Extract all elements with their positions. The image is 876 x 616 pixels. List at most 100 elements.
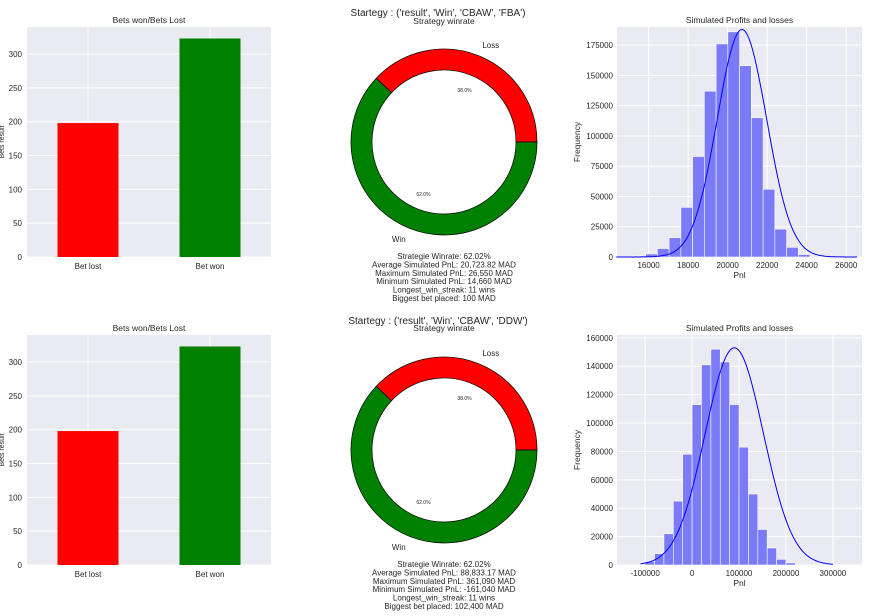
- bar-bet-won: [179, 38, 241, 257]
- bar-bet-won: [179, 346, 241, 565]
- pie-stat-line: Maximum Simulated PnL: 26,550 MAD: [375, 269, 513, 278]
- hist-bin: [748, 493, 759, 566]
- hist-x-tick-label: 16000: [637, 261, 660, 270]
- bar-y-tick-label: 150: [9, 460, 23, 469]
- hist-bin: [738, 446, 749, 566]
- hist-y-tick-label: 0: [609, 253, 614, 262]
- pie-stat-line: Minimum Simulated PnL: 14,660 MAD: [376, 277, 512, 286]
- pie-pct-label: 62.0%: [416, 500, 431, 506]
- pie-label-loss: Loss: [482, 41, 499, 50]
- hist-y-tick-label: 125000: [586, 102, 613, 111]
- pie-chart-title: Strategy winrate: [413, 323, 475, 333]
- bar-y-tick-label: 300: [9, 50, 23, 59]
- hist-x-tick-label: -100000: [630, 569, 660, 578]
- hist-x-tick-label: 200000: [773, 569, 800, 578]
- pie-stat-line: Biggest bet placed: 102,400 MAD: [384, 602, 503, 611]
- hist-y-tick-label: 100000: [586, 132, 613, 141]
- bar-y-axis-label: Bets result: [0, 125, 6, 158]
- hist-x-tick-label: 22000: [756, 261, 779, 270]
- bar-bet-lost: [57, 431, 119, 565]
- hist-bin: [710, 348, 721, 566]
- hist-bin: [776, 559, 787, 566]
- hist-y-tick-label: 120000: [586, 391, 613, 400]
- hist-bin: [719, 361, 730, 566]
- hist-chart-title: Simulated Profits and losses: [686, 323, 793, 333]
- hist-x-tick-label: 100000: [726, 569, 753, 578]
- hist-y-tick-label: 160000: [586, 334, 613, 343]
- pie-pct-label: 38.0%: [457, 396, 472, 402]
- hist-y-tick-label: 20000: [591, 533, 614, 542]
- bar-y-tick-label: 100: [9, 185, 23, 194]
- bar-y-tick-label: 0: [18, 253, 23, 262]
- strategy-row-2: Startegy : ('result', 'Win', 'CBAW', 'DD…: [0, 316, 862, 611]
- hist-bin: [766, 547, 777, 566]
- pie-stat-line: Biggest bet placed: 100 MAD: [392, 294, 496, 303]
- bar-y-tick-label: 250: [9, 392, 23, 401]
- hist-bin: [701, 364, 712, 566]
- hist-y-axis-label: Frequency: [572, 121, 582, 162]
- hist-bin: [798, 254, 811, 258]
- bar-y-tick-label: 300: [9, 358, 23, 367]
- hist-y-tick-label: 25000: [591, 223, 614, 232]
- pie-stat-line: Average Simulated PnL: 88,833.17 MAD: [372, 568, 516, 577]
- hist-bin: [739, 65, 752, 258]
- pie-stat-line: Strategie Winrate: 62.02%: [397, 560, 490, 569]
- hist-y-axis-label: Frequency: [572, 429, 582, 470]
- hist-x-tick-label: 24000: [796, 261, 819, 270]
- hist-y-tick-label: 175000: [586, 41, 613, 50]
- pie-stat-line: Strategie Winrate: 62.02%: [397, 252, 490, 261]
- hist-kde-line: [616, 28, 858, 258]
- hist-x-tick-label: 300000: [820, 569, 847, 578]
- bar-chart-title: Bets won/Bets Lost: [113, 15, 186, 25]
- bar-y-tick-label: 0: [18, 561, 23, 570]
- pie-stat-line: Longest_win_streak: 11 wins: [393, 286, 495, 295]
- pie-pct-label: 38.0%: [457, 88, 472, 94]
- bar-y-tick-label: 150: [9, 152, 23, 161]
- hist-bin: [727, 31, 740, 258]
- bar-y-tick-label: 100: [9, 493, 23, 502]
- hist-bin: [786, 247, 799, 258]
- strategy-suptitle: Startegy : ('result', 'Win', 'CBAW', 'DD…: [348, 316, 527, 327]
- bar-y-tick-label: 250: [9, 84, 23, 93]
- hist-y-tick-label: 75000: [591, 162, 614, 171]
- pie-stat-line: Average Simulated PnL: 20,723.82 MAD: [372, 260, 516, 269]
- hist-bin: [762, 188, 776, 258]
- bar-bet-lost: [57, 123, 119, 257]
- hist-bin: [757, 529, 768, 566]
- hist-bin: [704, 90, 717, 258]
- hist-bin: [751, 117, 764, 258]
- hist-x-tick-label: 26000: [835, 261, 858, 270]
- strategy-row-1: Startegy : ('result', 'Win', 'CBAW', 'FB…: [0, 8, 862, 303]
- hist-y-tick-label: 40000: [591, 504, 614, 513]
- pie-label-loss: Loss: [482, 349, 499, 358]
- hist-x-tick-label: 18000: [677, 261, 700, 270]
- hist-y-tick-label: 100000: [586, 419, 613, 428]
- pie-label-win: Win: [392, 543, 406, 552]
- hist-bin: [663, 533, 674, 566]
- pie-slice-loss: [375, 48, 538, 143]
- hist-y-tick-label: 140000: [586, 362, 613, 371]
- bar-chart-title: Bets won/Bets Lost: [113, 323, 186, 333]
- bar-y-axis-label: Bets result: [0, 433, 6, 466]
- pie-chart-title: Strategy winrate: [413, 16, 475, 26]
- pie-stat-line: Maximum Simulated PnL: 361,090 MAD: [373, 577, 516, 586]
- hist-bin: [668, 237, 682, 258]
- pie-stat-line: Minimum Simulated PnL: -161,040 MAD: [373, 585, 516, 594]
- bar-x-tick-label: Bet won: [196, 262, 225, 271]
- hist-bin: [785, 562, 796, 566]
- pie-slice-win: [350, 77, 538, 236]
- bar-x-tick-label: Bet lost: [75, 570, 102, 579]
- hist-kde-line: [640, 347, 833, 565]
- hist-x-axis-label: Pnl: [733, 270, 745, 280]
- hist-x-tick-label: 0: [690, 569, 695, 578]
- bar-x-tick-label: Bet won: [196, 570, 225, 579]
- pie-stat-line: Longest_win_streak: 11 wins: [393, 594, 495, 603]
- hist-bin: [809, 255, 823, 258]
- bar-y-tick-label: 200: [9, 426, 23, 435]
- hist-y-tick-label: 80000: [591, 447, 614, 456]
- hist-bin: [774, 228, 787, 258]
- hist-y-tick-label: 150000: [586, 71, 613, 80]
- bar-x-tick-label: Bet lost: [75, 262, 102, 271]
- hist-x-tick-label: 20000: [717, 261, 740, 270]
